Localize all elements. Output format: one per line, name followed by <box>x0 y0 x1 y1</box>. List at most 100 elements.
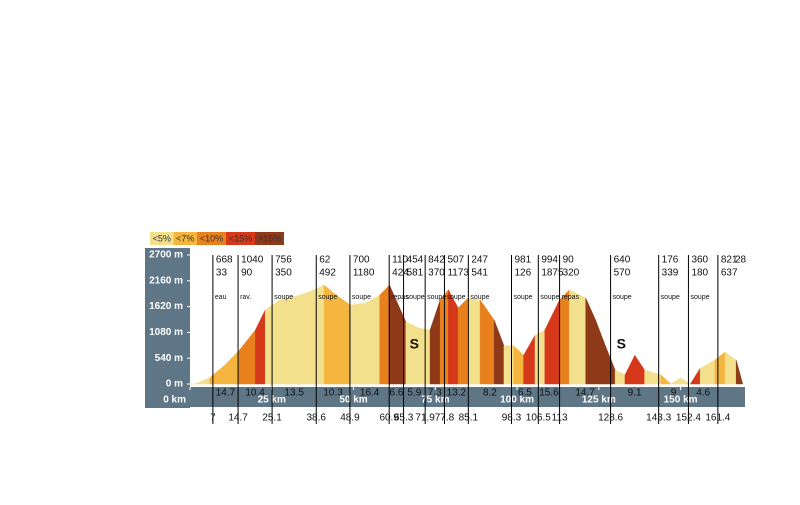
segment-distance: 10.3 <box>323 388 343 399</box>
stop-label: eau <box>215 294 227 301</box>
elevation-slice <box>559 289 570 385</box>
elevation-slice <box>467 297 481 385</box>
stop-label: soupe <box>690 294 709 301</box>
segment-distance: 9.1 <box>628 388 642 399</box>
legend-label: >15% <box>258 233 281 243</box>
segment-distance: 14.7 <box>575 388 595 399</box>
elevation-slice <box>595 319 606 385</box>
descent: 570 <box>614 268 631 279</box>
descent: 637 <box>721 268 738 279</box>
segment-distance: 8.2 <box>483 388 497 399</box>
checkpoint-km: 38.6 <box>307 413 327 424</box>
x-tick-label: 150 km <box>664 395 698 406</box>
ascent: 110 <box>392 255 408 266</box>
checkpoint-km: 85.1 <box>459 413 479 424</box>
stop-label: soupe <box>470 294 489 301</box>
descent: 180 <box>691 268 708 279</box>
descent: 90 <box>241 268 253 279</box>
checkpoint-km: 71.9 <box>415 413 435 424</box>
ascent: 640 <box>614 255 631 266</box>
marker: S <box>617 336 626 352</box>
stop-label: soupe <box>406 294 425 301</box>
stop-label: repas <box>391 294 409 301</box>
legend-swatch <box>226 232 255 245</box>
ascent: 62 <box>319 255 331 266</box>
elevation-slice <box>660 374 672 385</box>
checkpoint-km: 152.4 <box>676 413 701 424</box>
legend-swatch <box>255 232 284 245</box>
elevation-slice <box>544 299 560 385</box>
checkpoint-km: 77.8 <box>435 413 455 424</box>
descent: 1180 <box>353 268 375 279</box>
ascent: 842 <box>428 255 445 266</box>
elevation-slice <box>699 359 716 385</box>
stop-label: soupe <box>352 294 371 301</box>
elevation-slice <box>503 345 515 385</box>
elevation-slice <box>405 321 420 385</box>
stop-label: soupe <box>513 294 532 301</box>
elevation-slice <box>209 364 226 385</box>
segment-distance: 15.6 <box>539 388 559 399</box>
checkpoint-km: 60.9 <box>379 413 399 424</box>
elevation-slice <box>364 294 380 385</box>
checkpoint-km: 106.5 <box>526 413 551 424</box>
checkpoint-km: 98.3 <box>502 413 522 424</box>
legend-label: <5% <box>153 233 171 243</box>
elevation-slice <box>493 319 505 385</box>
checkpoint-km: 14.7 <box>228 413 248 424</box>
elevation-slice <box>724 351 737 385</box>
elevation-slice <box>569 289 586 385</box>
descent: 339 <box>662 268 679 279</box>
descent: 320 <box>563 268 580 279</box>
elevation-slice <box>255 309 266 385</box>
y-tick-label: 1080 m <box>149 327 183 338</box>
ascent: 821 <box>721 255 738 266</box>
stop-label: soupe <box>427 294 446 301</box>
elevation-slice <box>634 354 645 385</box>
stop-label: repas <box>562 294 580 301</box>
elevation-slice <box>457 297 469 385</box>
checkpoint-km: 7 <box>210 413 216 424</box>
descent: 370 <box>428 268 445 279</box>
x-tick-label: 100 km <box>500 395 534 406</box>
descent: 581 <box>407 268 424 279</box>
stop-label: soupe <box>613 294 632 301</box>
x-axis-panel <box>145 387 745 407</box>
segment-distance: 10.4 <box>245 388 265 399</box>
elevation-slice <box>714 351 726 385</box>
legend-label: <15% <box>229 233 252 243</box>
ascent: 28 <box>735 255 747 266</box>
marker: S <box>410 336 419 352</box>
stop-label: soupe <box>318 294 337 301</box>
elevation-slice <box>333 292 351 385</box>
ascent: 981 <box>514 255 531 266</box>
elevation-slice <box>689 367 701 385</box>
segment-distance: 7.3 <box>428 388 442 399</box>
ascent: 176 <box>662 255 679 266</box>
x-tick-label: 0 km <box>163 395 186 406</box>
stop-label: soupe <box>661 294 680 301</box>
elevation-slice <box>669 377 681 385</box>
y-tick-label: 2700 m <box>149 250 183 261</box>
legend-swatch <box>197 232 226 245</box>
checkpoint-km: 113 <box>552 413 568 424</box>
elevation-slice <box>418 327 431 385</box>
ascent: 247 <box>471 255 488 266</box>
x-tick-label: 75 km <box>421 395 449 406</box>
checkpoint-km: 128.6 <box>598 413 623 424</box>
descent: 33 <box>216 268 228 279</box>
x-tick-label: 50 km <box>339 395 367 406</box>
elevation-slice <box>279 294 301 385</box>
y-tick-label: 0 m <box>166 379 183 390</box>
elevation-slice <box>680 377 692 385</box>
segment-distance: 9 <box>671 388 677 399</box>
elevation-slice <box>614 369 626 385</box>
legend-swatch <box>173 232 197 245</box>
ascent: 360 <box>691 255 708 266</box>
elevation-slice <box>624 355 636 385</box>
segment-distance: 16.4 <box>360 388 380 399</box>
segment-distance: 4.6 <box>696 388 710 399</box>
descent: 1173 <box>447 268 469 279</box>
stop-label: soupe <box>540 294 559 301</box>
